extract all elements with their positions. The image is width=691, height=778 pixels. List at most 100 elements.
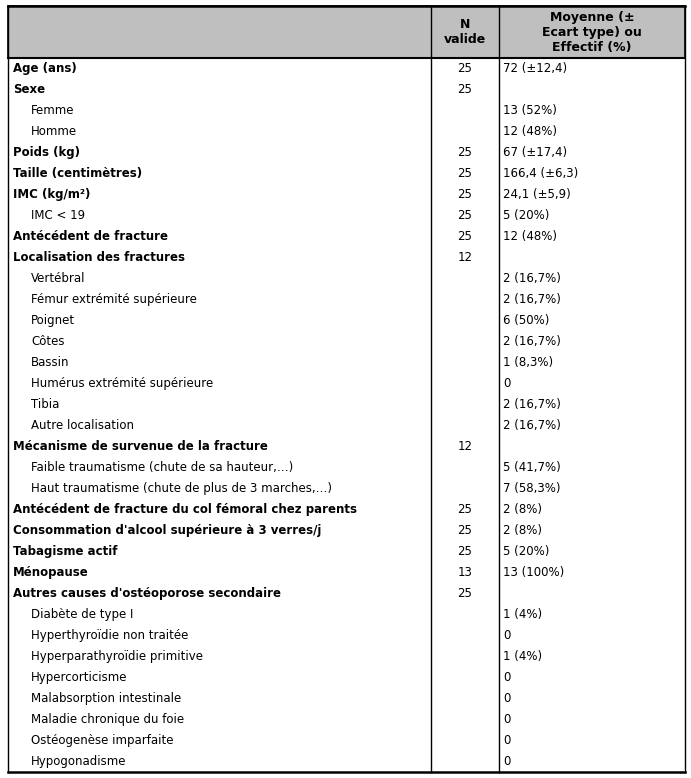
- Bar: [8, 289, 685, 310]
- Text: 1 (4%): 1 (4%): [503, 608, 542, 621]
- Bar: [8, 604, 685, 625]
- Bar: [8, 562, 685, 583]
- Text: Age (ans): Age (ans): [13, 62, 77, 75]
- Text: 5 (41,7%): 5 (41,7%): [503, 461, 560, 474]
- Text: 1 (8,3%): 1 (8,3%): [503, 356, 553, 369]
- Bar: [8, 394, 685, 415]
- Bar: [8, 751, 685, 772]
- Bar: [8, 6, 685, 58]
- Text: Homme: Homme: [31, 125, 77, 138]
- Text: 2 (8%): 2 (8%): [503, 524, 542, 537]
- Text: Humérus extrémité supérieure: Humérus extrémité supérieure: [31, 377, 214, 390]
- Text: Poignet: Poignet: [31, 314, 75, 327]
- Text: Localisation des fractures: Localisation des fractures: [13, 251, 185, 264]
- Bar: [8, 142, 685, 163]
- Bar: [8, 625, 685, 646]
- Bar: [8, 268, 685, 289]
- Text: 13 (100%): 13 (100%): [503, 566, 564, 579]
- Bar: [8, 583, 685, 604]
- Text: Ostéogenèse imparfaite: Ostéogenèse imparfaite: [31, 734, 173, 747]
- Bar: [8, 478, 685, 499]
- Text: 25: 25: [457, 146, 473, 159]
- Text: 0: 0: [503, 734, 510, 747]
- Text: Hypercorticisme: Hypercorticisme: [31, 671, 128, 684]
- Text: IMC < 19: IMC < 19: [31, 209, 85, 222]
- Text: 12 (48%): 12 (48%): [503, 230, 557, 243]
- Text: Consommation d'alcool supérieure à 3 verres/j: Consommation d'alcool supérieure à 3 ver…: [13, 524, 321, 537]
- Text: Poids (kg): Poids (kg): [13, 146, 80, 159]
- Text: Vertébral: Vertébral: [31, 272, 86, 285]
- Text: 6 (50%): 6 (50%): [503, 314, 549, 327]
- Text: 5 (20%): 5 (20%): [503, 545, 549, 558]
- Text: Autre localisation: Autre localisation: [31, 419, 134, 432]
- Bar: [8, 100, 685, 121]
- Text: 1 (4%): 1 (4%): [503, 650, 542, 663]
- Text: 0: 0: [503, 755, 510, 768]
- Text: Malabsorption intestinale: Malabsorption intestinale: [31, 692, 181, 705]
- Text: 25: 25: [457, 209, 473, 222]
- Bar: [8, 205, 685, 226]
- Text: 0: 0: [503, 671, 510, 684]
- Text: 0: 0: [503, 692, 510, 705]
- Text: Hyperparathyroïdie primitive: Hyperparathyroïdie primitive: [31, 650, 203, 663]
- Text: Sexe: Sexe: [13, 83, 45, 96]
- Text: 2 (16,7%): 2 (16,7%): [503, 335, 560, 348]
- Text: 2 (16,7%): 2 (16,7%): [503, 272, 560, 285]
- Bar: [8, 667, 685, 688]
- Bar: [8, 541, 685, 562]
- Bar: [8, 352, 685, 373]
- Text: Fémur extrémité supérieure: Fémur extrémité supérieure: [31, 293, 197, 306]
- Text: Moyenne (±
Ecart type) ou
Effectif (%): Moyenne (± Ecart type) ou Effectif (%): [542, 10, 642, 54]
- Text: Autres causes d'ostéoporose secondaire: Autres causes d'ostéoporose secondaire: [13, 587, 281, 600]
- Text: 12: 12: [457, 440, 473, 453]
- Text: Femme: Femme: [31, 104, 75, 117]
- Text: 166,4 (±6,3): 166,4 (±6,3): [503, 167, 578, 180]
- Text: Côtes: Côtes: [31, 335, 64, 348]
- Text: 25: 25: [457, 83, 473, 96]
- Bar: [8, 415, 685, 436]
- Text: 25: 25: [457, 62, 473, 75]
- Text: 13: 13: [457, 566, 473, 579]
- Text: Tibia: Tibia: [31, 398, 59, 411]
- Bar: [8, 436, 685, 457]
- Text: Mécanisme de survenue de la fracture: Mécanisme de survenue de la fracture: [13, 440, 268, 453]
- Text: 25: 25: [457, 167, 473, 180]
- Bar: [8, 79, 685, 100]
- Text: 0: 0: [503, 629, 510, 642]
- Text: Maladie chronique du foie: Maladie chronique du foie: [31, 713, 184, 726]
- Text: 25: 25: [457, 524, 473, 537]
- Text: 0: 0: [503, 377, 510, 390]
- Bar: [8, 730, 685, 751]
- Text: 24,1 (±5,9): 24,1 (±5,9): [503, 188, 571, 201]
- Bar: [8, 520, 685, 541]
- Text: 7 (58,3%): 7 (58,3%): [503, 482, 560, 495]
- Text: 0: 0: [503, 713, 510, 726]
- Text: Faible traumatisme (chute de sa hauteur,…): Faible traumatisme (chute de sa hauteur,…: [31, 461, 293, 474]
- Text: 67 (±17,4): 67 (±17,4): [503, 146, 567, 159]
- Text: 5 (20%): 5 (20%): [503, 209, 549, 222]
- Bar: [8, 58, 685, 79]
- Text: Bassin: Bassin: [31, 356, 70, 369]
- Text: Hyperthyroïdie non traitée: Hyperthyroïdie non traitée: [31, 629, 189, 642]
- Bar: [8, 457, 685, 478]
- Text: Ménopause: Ménopause: [13, 566, 88, 579]
- Text: 2 (16,7%): 2 (16,7%): [503, 293, 560, 306]
- Bar: [8, 688, 685, 709]
- Text: 13 (52%): 13 (52%): [503, 104, 557, 117]
- Text: 12 (48%): 12 (48%): [503, 125, 557, 138]
- Text: Antécédent de fracture du col fémoral chez parents: Antécédent de fracture du col fémoral ch…: [13, 503, 357, 516]
- Bar: [8, 121, 685, 142]
- Bar: [8, 310, 685, 331]
- Text: 25: 25: [457, 188, 473, 201]
- Bar: [8, 709, 685, 730]
- Bar: [8, 646, 685, 667]
- Text: Taille (centimètres): Taille (centimètres): [13, 167, 142, 180]
- Bar: [8, 184, 685, 205]
- Text: Hypogonadisme: Hypogonadisme: [31, 755, 126, 768]
- Text: 2 (16,7%): 2 (16,7%): [503, 398, 560, 411]
- Bar: [8, 373, 685, 394]
- Bar: [8, 247, 685, 268]
- Text: 25: 25: [457, 587, 473, 600]
- Text: 72 (±12,4): 72 (±12,4): [503, 62, 567, 75]
- Bar: [8, 226, 685, 247]
